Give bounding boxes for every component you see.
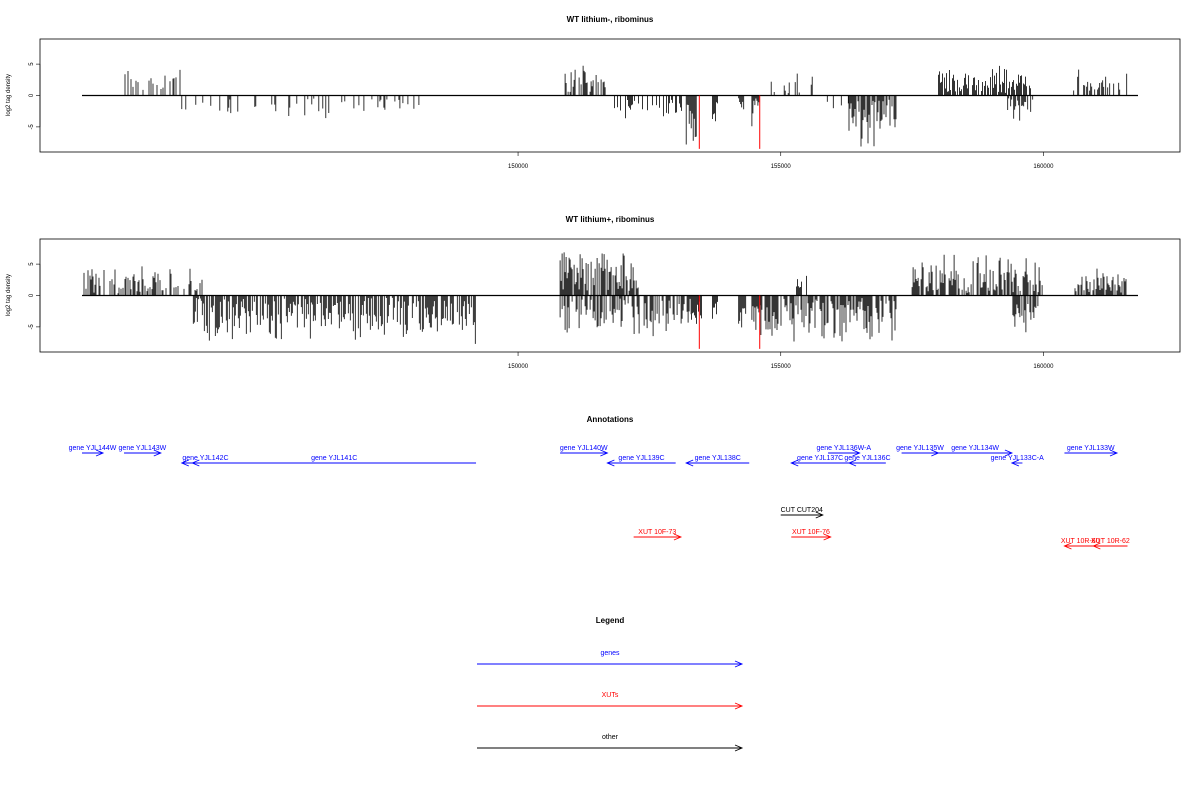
- feature-label: gene YJL136C: [844, 455, 890, 462]
- legend-label: XUTs: [602, 692, 619, 699]
- feature-xut: XUT 10F-73: [633, 529, 683, 541]
- arrow-head-icon: [1063, 542, 1072, 550]
- feature-label: gene YJL144W: [69, 445, 117, 452]
- arrow-head-icon: [606, 459, 615, 467]
- x-tick-label: 155000: [771, 364, 792, 370]
- arrow-head-icon: [734, 660, 744, 668]
- feature-label: gene YJL134W: [951, 445, 999, 452]
- feature-label: XUT 10R-62: [1091, 538, 1130, 545]
- y-tick-label: 0: [29, 293, 35, 297]
- feature-gene: gene YJL140W: [560, 445, 609, 457]
- feature-gene: gene YJL133W: [1064, 445, 1119, 457]
- panel-lithium-minus: WT lithium-, ribominus log2 tag density …: [6, 15, 1181, 170]
- y-tick-label: -5: [29, 324, 35, 330]
- feature-label: gene YJL142C: [182, 455, 228, 462]
- panel-2-x-axis: 150000 155000 160000: [508, 352, 1054, 370]
- arrow-head-icon: [1010, 459, 1020, 467]
- x-tick-label: 150000: [508, 164, 529, 170]
- annotations-panel: Annotations gene YJL144W gene YJL143Wgene…: [69, 415, 1130, 550]
- arrow-head-icon: [823, 533, 832, 541]
- panel-2-bars: [82, 252, 1138, 349]
- feature-gene: gene YJL144W: [69, 445, 117, 457]
- arrow-head-icon: [600, 449, 609, 457]
- feature-label: gene YJL141C: [311, 455, 357, 462]
- feature-label: gene YJL133W: [1067, 445, 1115, 452]
- feature-gene: gene YJL136C: [844, 455, 891, 467]
- panel-2-y-axis: -5 0 5: [29, 262, 41, 330]
- x-tick-label: 150000: [508, 364, 529, 370]
- x-tick-label: 155000: [771, 164, 792, 170]
- legend-panel: Legend genes XUTs other: [477, 616, 744, 752]
- panel-2-title: WT lithium+, ribominus: [566, 215, 655, 224]
- feature-label: gene YJL133C-A: [991, 455, 1045, 462]
- feature-label: XUT 10F-73: [638, 529, 676, 536]
- feature-gene: gene YJL138C: [685, 455, 750, 467]
- panel-1-x-axis: 150000 155000 160000: [508, 152, 1054, 170]
- annotations-title: Annotations: [587, 415, 634, 424]
- feature-gene: gene YJL133C-A: [991, 455, 1045, 467]
- legend-title: Legend: [596, 616, 625, 625]
- feature-label: gene YJL136W-A: [816, 445, 871, 452]
- feature-label: gene YJL143W: [119, 445, 167, 452]
- legend-item-other: other: [477, 734, 744, 752]
- arrow-head-icon: [1109, 449, 1119, 457]
- feature-xut: XUT 10F-76: [791, 529, 832, 541]
- arrow-head-icon: [815, 511, 824, 519]
- feature-gene: gene YJL139C: [606, 455, 676, 467]
- x-tick-label: 160000: [1033, 364, 1054, 370]
- y-tick-label: 5: [29, 62, 35, 66]
- feature-xut: XUT 10R-62: [1091, 538, 1130, 550]
- feature-gene: gene YJL141C: [191, 455, 477, 467]
- legend-item-xut: XUTs: [477, 692, 744, 710]
- arrow-head-icon: [1092, 542, 1101, 550]
- feature-other: CUT CUT204: [781, 507, 824, 519]
- arrow-head-icon: [191, 459, 200, 467]
- feature-label: XUT 10F-76: [792, 529, 830, 536]
- y-tick-label: 0: [29, 93, 35, 97]
- arrow-head-icon: [847, 459, 857, 467]
- feature-label: gene YJL140W: [560, 445, 608, 452]
- feature-gene: gene YJL136W-A: [816, 445, 871, 457]
- panel-lithium-plus: WT lithium+, ribominus log2 tag density …: [6, 215, 1181, 370]
- arrow-head-icon: [1004, 449, 1014, 457]
- arrow-head-icon: [685, 459, 694, 467]
- annotation-features: gene YJL144W gene YJL143W gene YJL142C gene…: [69, 445, 1130, 550]
- feature-label: XUT 10R-60: [1061, 538, 1100, 545]
- x-tick-label: 160000: [1033, 164, 1054, 170]
- feature-gene: gene YJL142C: [180, 455, 230, 467]
- y-tick-label: -5: [29, 124, 35, 130]
- feature-gene: gene YJL143W: [119, 445, 167, 457]
- arrow-head-icon: [673, 533, 683, 541]
- feature-label: gene YJL135W: [896, 445, 944, 452]
- feature-label: gene YJL139C: [618, 455, 664, 462]
- panel-1-bars: [82, 65, 1138, 149]
- feature-gene: gene YJL134W: [938, 445, 1014, 457]
- panel-1-ylabel: log2 tag density: [6, 74, 12, 116]
- arrow-head-icon: [734, 702, 744, 710]
- arrow-head-icon: [95, 449, 105, 457]
- arrow-head-icon: [180, 459, 189, 467]
- arrow-head-icon: [790, 459, 799, 467]
- legend-label: other: [602, 734, 619, 741]
- arrow-head-icon: [153, 449, 162, 457]
- feature-label: gene YJL137C: [797, 455, 843, 462]
- legend-item-gene: genes: [477, 650, 744, 668]
- y-tick-label: 5: [29, 262, 35, 266]
- legend-items: genes XUTs other: [477, 650, 744, 752]
- feature-gene: gene YJL135W: [896, 445, 944, 457]
- panel-1-y-axis: -5 0 5: [29, 62, 41, 130]
- arrow-head-icon: [852, 449, 861, 457]
- feature-label: CUT CUT204: [781, 507, 823, 514]
- panel-1-title: WT lithium-, ribominus: [567, 15, 654, 24]
- feature-gene: gene YJL137C: [790, 455, 850, 467]
- arrow-head-icon: [734, 744, 744, 752]
- legend-label: genes: [600, 650, 620, 657]
- panel-2-ylabel: log2 tag density: [6, 274, 12, 316]
- feature-label: gene YJL138C: [695, 455, 741, 462]
- feature-xut: XUT 10R-60: [1061, 538, 1100, 550]
